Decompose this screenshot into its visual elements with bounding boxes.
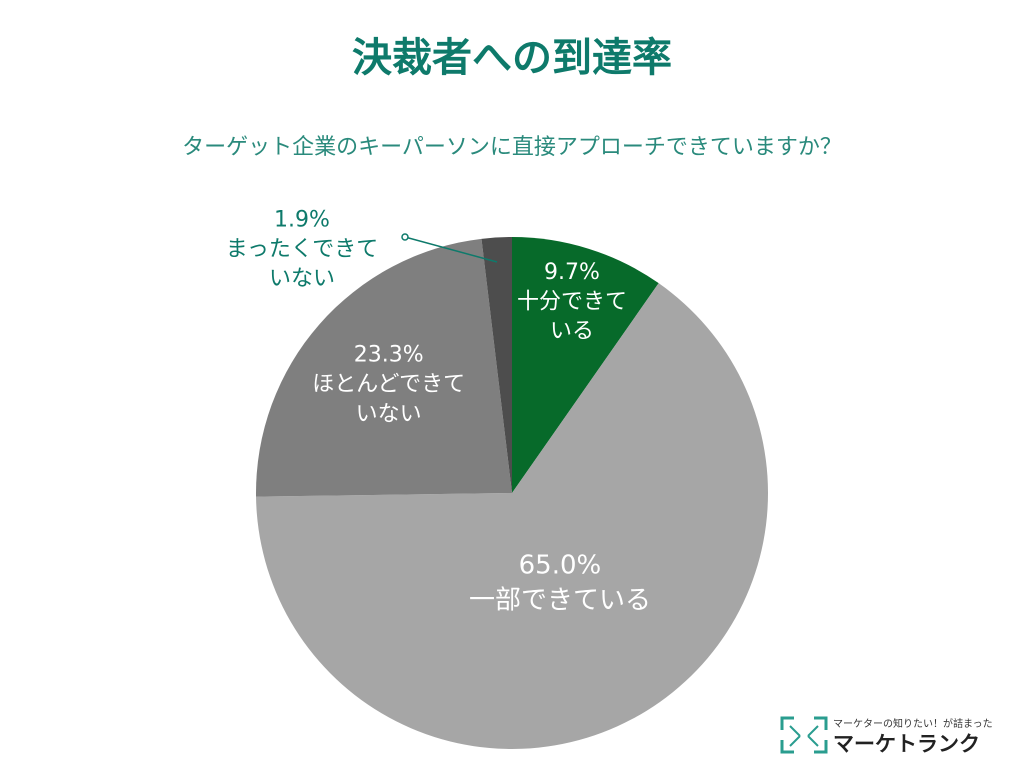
chart-title: 決裁者への到達率: [352, 35, 672, 81]
category-label: 一部できている: [469, 586, 651, 616]
pie-slice: [512, 237, 659, 493]
logo: マーケターの知りたい！が詰まった マーケトランク: [780, 716, 993, 756]
leader-dot: [401, 233, 409, 241]
pie-slice: [256, 283, 769, 749]
category-label: まったくできていない: [226, 237, 378, 292]
category-label: ほとんどできていない: [312, 372, 465, 427]
value-label: 23.3%: [354, 342, 424, 367]
logo-tagline: マーケターの知りたい！が詰まった: [833, 717, 993, 730]
pie-slice: [256, 238, 512, 497]
value-label: 9.7%: [544, 260, 600, 285]
value-label: 65.0%: [519, 550, 602, 580]
logo-name: マーケトランク: [833, 732, 980, 756]
value-label: 1.9%: [274, 207, 330, 232]
logo-icon: [780, 716, 828, 754]
chart-subtitle: ターゲット企業のキーパーソンに直接アプローチできていますか？: [182, 135, 842, 160]
pie-slice: [481, 237, 512, 493]
category-label: 十分できている: [517, 290, 627, 345]
leader-line: [404, 236, 498, 263]
